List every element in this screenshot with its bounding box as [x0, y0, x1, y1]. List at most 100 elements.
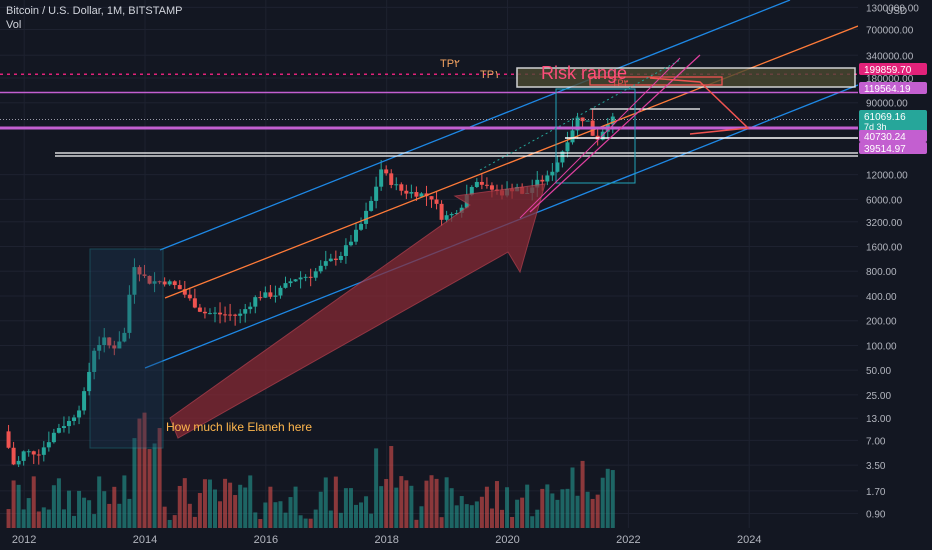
candle-body — [545, 175, 550, 182]
volume-bar — [389, 446, 394, 528]
candle-body — [167, 281, 172, 285]
candle-body — [278, 287, 283, 296]
candle-body — [197, 307, 202, 312]
candle-body — [535, 179, 540, 188]
candle-body — [555, 162, 560, 172]
candle-body — [469, 187, 474, 195]
volume-label: Vol — [6, 19, 22, 31]
volume-bar — [36, 511, 41, 528]
candle-body — [6, 431, 11, 448]
price-badge-label: 119564.19 — [864, 84, 911, 95]
volume-bar — [449, 488, 454, 528]
volume-bar — [409, 485, 414, 528]
volume-bar — [585, 491, 590, 528]
volume-bar — [444, 477, 449, 528]
candle-body — [223, 314, 228, 316]
volume-bar — [424, 480, 429, 528]
volume-bar — [404, 480, 409, 528]
candle-body — [449, 214, 454, 216]
candle-body — [147, 275, 152, 284]
price-badge — [859, 82, 927, 94]
volume-bar — [61, 509, 66, 528]
volume-bar — [117, 503, 122, 528]
candle-body — [429, 196, 434, 200]
volume-bar — [338, 512, 343, 528]
candle-body — [253, 297, 258, 307]
volume-bar — [308, 518, 313, 528]
candle-body — [243, 309, 248, 314]
candle-body — [46, 442, 51, 448]
volume-bar — [489, 508, 494, 528]
volume-bar — [459, 496, 464, 528]
candle-body — [570, 130, 575, 143]
volume-bar — [550, 493, 555, 528]
volume-bar — [510, 516, 515, 528]
price-tick-label: 180000.00 — [866, 74, 914, 85]
candle-body — [36, 454, 41, 456]
candle-body — [394, 184, 399, 186]
candle-body — [313, 271, 318, 278]
volume-bar — [364, 496, 369, 528]
volume-bar — [555, 499, 560, 528]
candle-body — [333, 258, 338, 260]
volume-bar — [535, 509, 540, 528]
price-badge-label: 61069.16 — [864, 112, 906, 123]
volume-bar — [560, 489, 565, 528]
candle-body — [56, 428, 61, 433]
candle-body — [182, 289, 187, 295]
candle-body — [585, 120, 590, 122]
candle-body — [26, 451, 31, 453]
volume-bar — [484, 486, 489, 528]
volume-bar — [258, 519, 263, 528]
candle-body — [41, 447, 46, 455]
candle-body — [122, 332, 127, 342]
candle-body — [293, 279, 298, 282]
currency-label: USD — [886, 6, 907, 17]
note-text: How much like Elaneh here — [166, 420, 312, 434]
tp-label: TP۲ — [440, 58, 460, 70]
candle-body — [444, 215, 449, 220]
volume-bar — [192, 516, 197, 528]
volume-bar — [439, 517, 444, 528]
candle-body — [192, 298, 197, 308]
price-tick-label: 1600.00 — [866, 242, 903, 253]
price-tick-label: 25.00 — [866, 391, 891, 402]
candle-body — [379, 169, 384, 187]
volume-bar — [107, 503, 112, 528]
price-axis: 1300000.00 700000.00 340000.00 180000.00 900… — [866, 3, 919, 520]
candle-body — [374, 186, 379, 201]
volume-bar — [187, 503, 192, 528]
candle-body — [389, 173, 394, 185]
volume-bar — [11, 480, 16, 528]
candle-body — [142, 274, 147, 276]
price-tick-label: 200.00 — [866, 317, 897, 328]
candle-body — [218, 312, 223, 315]
price-tick-label: 0.90 — [866, 510, 886, 521]
price-tick-label: 100.00 — [866, 341, 897, 352]
candle-body — [454, 212, 459, 215]
volume-bar — [147, 449, 152, 528]
volume-bar — [419, 506, 424, 528]
candle-body — [152, 281, 157, 284]
volume-bar — [429, 475, 434, 528]
volume-bar — [197, 492, 202, 528]
volume-bar — [525, 484, 530, 528]
volume-bar — [248, 475, 253, 528]
candle-body — [61, 426, 66, 429]
candle-body — [72, 417, 77, 421]
wedge-line — [529, 54, 701, 213]
volume-bar — [600, 477, 605, 528]
price-badge-label: 40730.24 — [864, 132, 906, 143]
volume-bar — [82, 497, 87, 528]
candle-body — [157, 281, 162, 283]
price-tick-label: 7.00 — [866, 436, 886, 447]
volume-bar — [172, 515, 177, 528]
volume-bar — [575, 495, 580, 528]
volume-bar — [233, 495, 238, 528]
volume-bar — [298, 515, 303, 528]
price-tick-label: 13.00 — [866, 414, 891, 425]
volume-bar — [328, 510, 333, 528]
price-tick-label: 400.00 — [866, 292, 897, 303]
